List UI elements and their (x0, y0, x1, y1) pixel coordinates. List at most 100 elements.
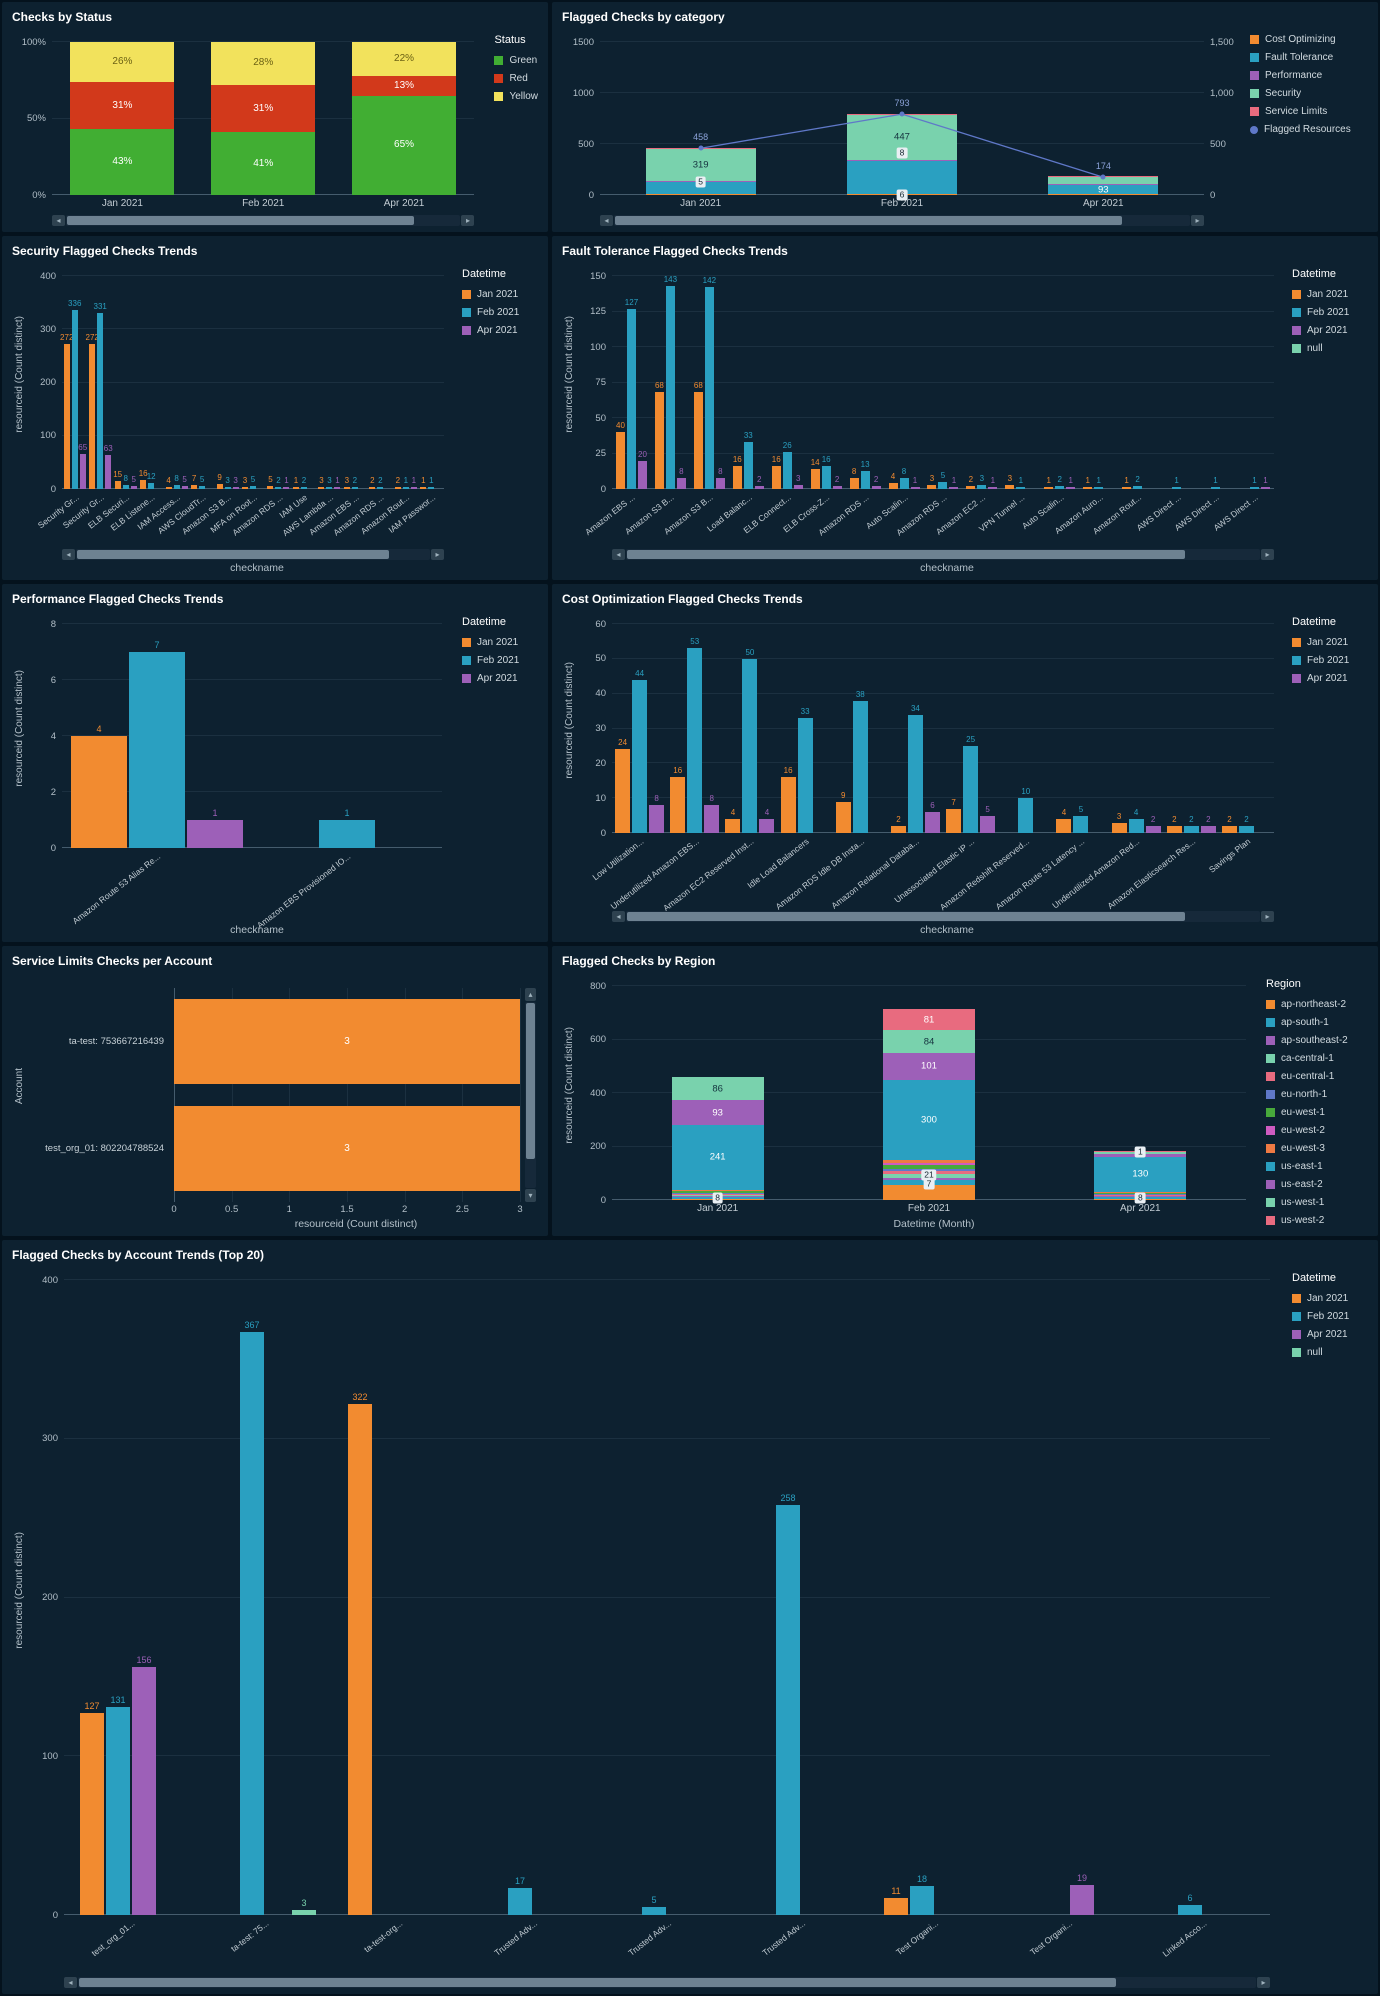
bar[interactable]: 2 (275, 477, 282, 489)
legend-item-apr-2021[interactable]: Apr 2021 (462, 325, 538, 336)
bar-segment[interactable]: 93 (1048, 185, 1159, 195)
bar-segment[interactable] (645, 194, 756, 195)
bar[interactable]: 53 (687, 638, 703, 833)
bar[interactable]: 1 (420, 477, 427, 489)
bar-segment[interactable] (645, 181, 756, 195)
bar[interactable]: 24 (615, 739, 631, 833)
legend-item-us-west-1[interactable]: us-west-1 (1266, 1197, 1368, 1208)
bar[interactable]: 33 (743, 432, 753, 489)
bar[interactable]: 1 (910, 477, 920, 489)
bar[interactable]: 3 (793, 474, 803, 489)
bar[interactable]: 18 (910, 1875, 934, 1915)
bar-stack[interactable]: 43% 31% 26% (70, 42, 175, 195)
scroll-right-button[interactable]: ▸ (431, 549, 444, 560)
bar-segment[interactable] (882, 1185, 975, 1200)
bar[interactable]: 5 (267, 476, 274, 489)
scrollbar-thumb[interactable] (526, 1003, 535, 1160)
bar[interactable]: 3 (326, 477, 333, 489)
bar[interactable]: 8 (676, 467, 686, 489)
bar[interactable]: 5 (938, 471, 948, 489)
bar[interactable]: 1 (1260, 477, 1270, 489)
scrollbar-track[interactable] (66, 215, 461, 226)
bar[interactable]: 1 (334, 477, 341, 489)
legend-item-green[interactable]: Green (494, 55, 538, 66)
bar-segment[interactable]: 81 (882, 1008, 975, 1031)
bar[interactable]: 1 (428, 477, 435, 489)
bar[interactable]: 16 (780, 767, 796, 833)
bar[interactable]: 33 (797, 708, 813, 833)
bar-segment[interactable] (1048, 194, 1159, 195)
legend-item-security[interactable]: Security (1250, 88, 1368, 99)
bar[interactable]: 68 (693, 382, 703, 489)
bar[interactable]: 2 (832, 476, 842, 489)
bar-segment[interactable] (671, 1189, 764, 1191)
bar[interactable]: 3 (977, 474, 987, 489)
bar-segment[interactable]: 41% (211, 132, 316, 195)
legend-item-fault-tolerance[interactable]: Fault Tolerance (1250, 52, 1368, 63)
bar[interactable]: 3 (927, 474, 937, 489)
bar[interactable]: 4 (1056, 809, 1072, 833)
bar[interactable]: 12 (147, 472, 156, 489)
scroll-right-button[interactable]: ▸ (1257, 1977, 1270, 1988)
bar[interactable]: 156 (132, 1656, 156, 1915)
scroll-left-button[interactable]: ◂ (64, 1977, 77, 1988)
bar[interactable]: 2 (1055, 476, 1065, 489)
bar[interactable]: 3 (174, 999, 520, 1084)
scrollbar-track[interactable] (525, 1002, 536, 1188)
bar-stack[interactable]: 6 8 447 (846, 42, 957, 201)
bar[interactable]: 1 (1066, 477, 1076, 489)
bar[interactable]: 1 (402, 477, 409, 489)
bar[interactable]: 9 (835, 791, 851, 833)
scrollbar-thumb[interactable] (77, 550, 389, 559)
legend-item-yellow[interactable]: Yellow (494, 91, 538, 102)
bar[interactable]: 2 (351, 477, 358, 489)
scroll-right-button[interactable]: ▸ (1261, 549, 1274, 560)
bar-segment[interactable] (1048, 176, 1159, 185)
bar[interactable]: 63 (104, 445, 113, 489)
bar[interactable]: 5 (181, 476, 188, 489)
legend-item-ap-northeast-2[interactable]: ap-northeast-2 (1266, 999, 1368, 1010)
bar[interactable]: 8 (715, 467, 725, 489)
bar[interactable]: 2 (1133, 476, 1143, 489)
legend-item-jan-2021[interactable]: Jan 2021 (1292, 289, 1368, 300)
bar[interactable]: 2 (890, 816, 906, 833)
bar-segment[interactable]: 22% (352, 42, 457, 76)
bar[interactable]: 2 (754, 476, 764, 489)
scroll-left-button[interactable]: ◂ (52, 215, 65, 226)
bar[interactable]: 38 (852, 690, 868, 833)
bar[interactable]: 3 (318, 477, 325, 489)
bar[interactable]: 331 (94, 302, 107, 489)
bar-segment[interactable]: 5 (645, 176, 756, 188)
bar[interactable]: 16 (139, 470, 148, 489)
bar[interactable]: 1 (292, 477, 299, 489)
bar[interactable]: 2 (394, 477, 401, 489)
bar[interactable]: 11 (884, 1886, 908, 1915)
legend-item-jan-2021[interactable]: Jan 2021 (462, 637, 538, 648)
bar-segment[interactable]: 86 (671, 1077, 764, 1101)
bar[interactable]: 26 (782, 442, 792, 489)
legend-item-feb-2021[interactable]: Feb 2021 (462, 655, 538, 666)
bar-segment[interactable]: 130 (1094, 1156, 1187, 1192)
bar[interactable]: 10 (1018, 788, 1034, 833)
bar[interactable]: 8 (704, 795, 720, 833)
scroll-right-button[interactable]: ▸ (1261, 911, 1274, 922)
legend-item-ap-southeast-2[interactable]: ap-southeast-2 (1266, 1035, 1368, 1046)
scroll-right-button[interactable]: ▸ (461, 215, 475, 226)
legend-item-feb-2021[interactable]: Feb 2021 (462, 307, 538, 318)
bar[interactable]: 6 (924, 802, 940, 833)
bar[interactable]: 127 (80, 1702, 104, 1915)
scrollbar-track[interactable] (626, 549, 1260, 560)
bar[interactable]: 8 (122, 474, 129, 489)
bar[interactable]: 15 (113, 471, 122, 489)
bar[interactable]: 2 (1183, 816, 1199, 833)
legend-item-us-west-2[interactable]: us-west-2 (1266, 1215, 1368, 1226)
bar[interactable]: 1 (319, 809, 375, 848)
bar[interactable]: 1 (187, 809, 243, 848)
bar[interactable]: 13 (860, 460, 870, 489)
bar[interactable]: 142 (703, 277, 716, 489)
bar-segment[interactable] (882, 1162, 975, 1166)
bar[interactable]: 2 (1166, 816, 1182, 833)
bar[interactable]: 5 (1073, 805, 1089, 833)
bar[interactable]: 1 (1044, 477, 1054, 489)
bar-stack[interactable]: 8 130 1 (1094, 986, 1187, 1204)
